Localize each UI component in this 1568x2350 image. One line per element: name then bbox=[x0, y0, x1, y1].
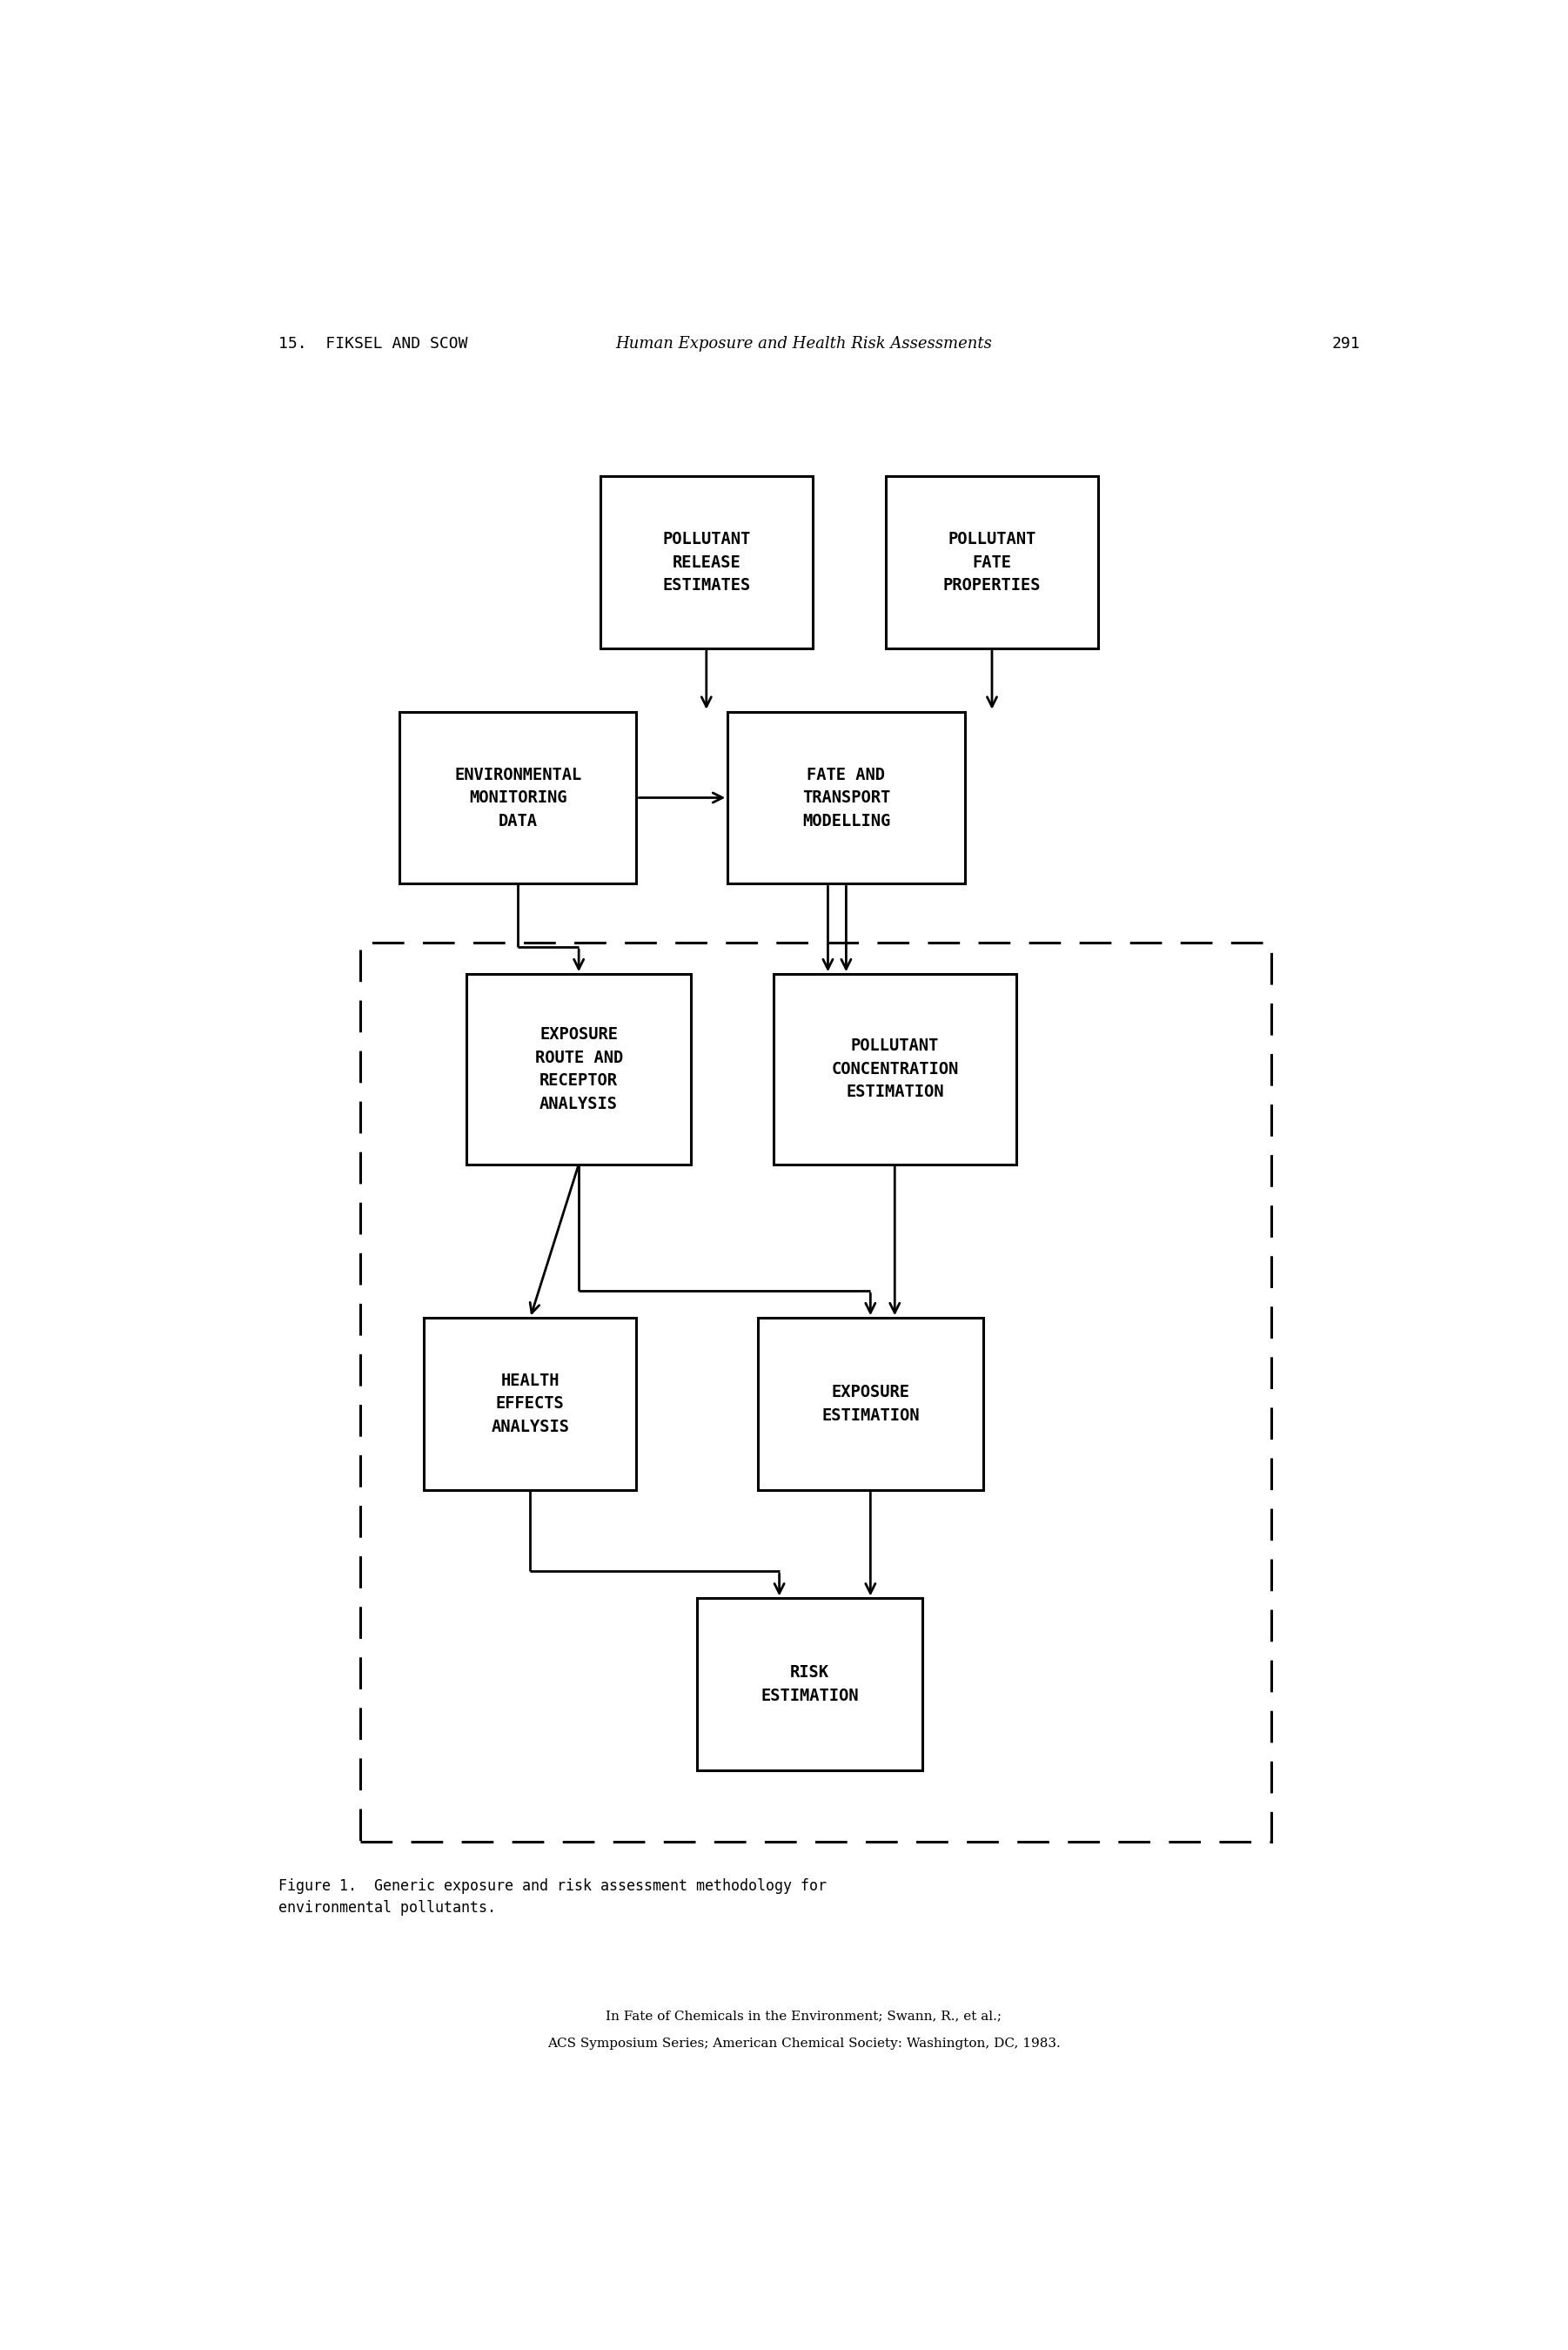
Bar bbox=[601, 477, 812, 649]
Text: POLLUTANT
RELEASE
ESTIMATES: POLLUTANT RELEASE ESTIMATES bbox=[662, 531, 751, 595]
Bar bbox=[728, 712, 964, 884]
Text: HEALTH
EFFECTS
ANALYSIS: HEALTH EFFECTS ANALYSIS bbox=[491, 1372, 569, 1436]
Text: FATE AND
TRANSPORT
MODELLING: FATE AND TRANSPORT MODELLING bbox=[803, 766, 891, 830]
Text: Human Exposure and Health Risk Assessments: Human Exposure and Health Risk Assessmen… bbox=[615, 336, 993, 352]
Bar bbox=[423, 1318, 637, 1490]
Text: EXPOSURE
ROUTE AND
RECEPTOR
ANALYSIS: EXPOSURE ROUTE AND RECEPTOR ANALYSIS bbox=[535, 1027, 622, 1112]
Text: Figure 1.  Generic exposure and risk assessment methodology for
environmental po: Figure 1. Generic exposure and risk asse… bbox=[279, 1878, 826, 1915]
Text: ENVIRONMENTAL
MONITORING
DATA: ENVIRONMENTAL MONITORING DATA bbox=[455, 766, 582, 830]
Text: EXPOSURE
ESTIMATION: EXPOSURE ESTIMATION bbox=[822, 1384, 919, 1424]
Bar bbox=[698, 1598, 922, 1770]
Text: ACS Symposium Series; American Chemical Society: Washington, DC, 1983.: ACS Symposium Series; American Chemical … bbox=[547, 2037, 1060, 2049]
Text: RISK
ESTIMATION: RISK ESTIMATION bbox=[760, 1664, 859, 1704]
Bar bbox=[400, 712, 637, 884]
Text: In Fate of Chemicals in the Environment; Swann, R., et al.;: In Fate of Chemicals in the Environment;… bbox=[605, 2009, 1002, 2023]
Bar bbox=[361, 942, 1272, 1842]
Text: 15.  FIKSEL AND SCOW: 15. FIKSEL AND SCOW bbox=[279, 336, 467, 352]
Bar bbox=[773, 975, 1016, 1163]
Text: POLLUTANT
FATE
PROPERTIES: POLLUTANT FATE PROPERTIES bbox=[942, 531, 1041, 595]
Bar bbox=[886, 477, 1098, 649]
Text: 291: 291 bbox=[1333, 336, 1361, 352]
Bar bbox=[466, 975, 691, 1163]
Bar bbox=[757, 1318, 983, 1490]
Text: POLLUTANT
CONCENTRATION
ESTIMATION: POLLUTANT CONCENTRATION ESTIMATION bbox=[831, 1039, 958, 1100]
